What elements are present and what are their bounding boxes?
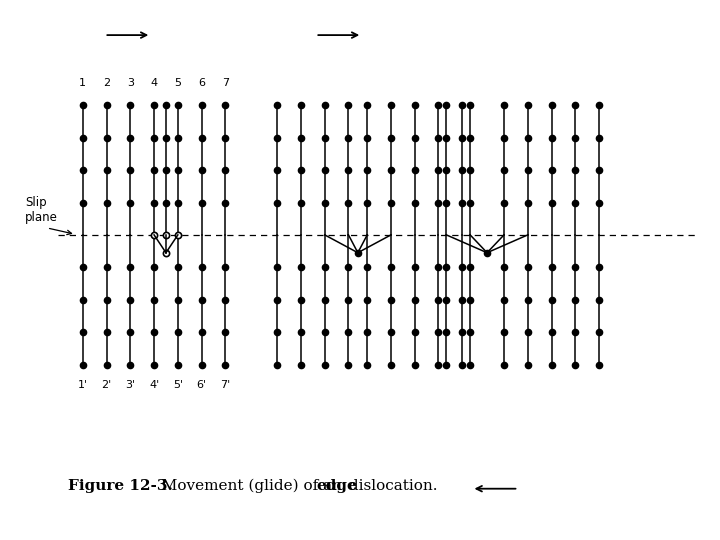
Text: 6: 6 [198,78,205,88]
Text: 7: 7 [222,78,229,88]
Text: 3': 3' [125,380,135,390]
Text: 1: 1 [79,78,86,88]
Text: 4': 4' [149,380,159,390]
Text: 3: 3 [127,78,134,88]
Text: 4: 4 [150,78,158,88]
Text: 6': 6' [197,380,207,390]
Text: edge: edge [317,479,357,493]
Text: dislocation.: dislocation. [344,479,438,493]
Text: 1': 1' [78,380,88,390]
Text: 5: 5 [174,78,181,88]
Text: Figure 12-3.: Figure 12-3. [68,479,174,493]
Text: Slip
plane: Slip plane [25,196,58,224]
Text: 2': 2' [102,380,112,390]
Text: 5': 5' [173,380,183,390]
Text: 7': 7' [220,380,230,390]
Text: Movement (glide) of an: Movement (glide) of an [152,479,346,493]
Text: 2: 2 [103,78,110,88]
